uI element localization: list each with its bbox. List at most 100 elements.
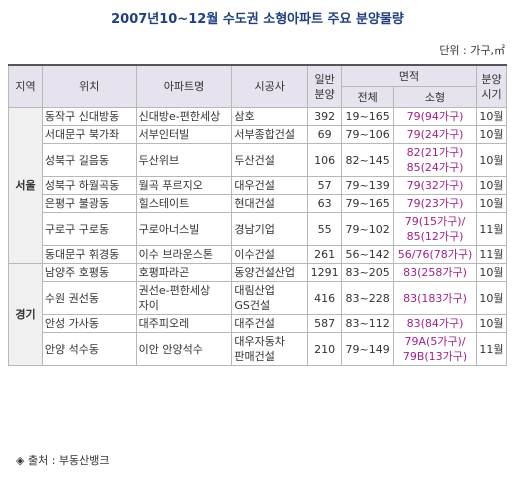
cell-line: 416 [314, 291, 336, 305]
table-cell: 55 [307, 212, 343, 246]
table-cell: 10월 [475, 281, 508, 315]
table-cell: 대주피오레 [135, 314, 233, 333]
cell-line: 이수건설 [234, 248, 275, 261]
cell-line: 10월 [479, 197, 504, 210]
cell-line: 구로구 구로동 [44, 222, 110, 236]
cell-line: 10월 [479, 128, 504, 141]
table-cell: 10월 [475, 194, 508, 213]
cell-line: GS건설 [234, 299, 271, 312]
table-cell: 210 [307, 332, 343, 366]
table-cell: 82(21가구) 85(24가구) [393, 143, 477, 177]
cell-line: 현대건설 [234, 197, 275, 210]
cell-line: 10월 [479, 317, 504, 330]
cell-line: 동양건설산업 [234, 266, 296, 279]
cell-line: 두산위브 [138, 153, 180, 167]
table-cell: 안성 가사동 [41, 314, 137, 333]
table-cell: 79(24가구) [393, 125, 477, 144]
region-cell: 경기 [8, 263, 43, 366]
table-cell: 현대건설 [231, 194, 309, 213]
cell-line: 79(23가구) [406, 197, 464, 210]
table-cell: 79(23가구) [393, 194, 477, 213]
table-cell: 79~102 [341, 212, 395, 246]
table-row: 수원 권선동 권선e-편한세상 자이 대림산업 GS건설 416 83~228 83(183가… [9, 281, 508, 315]
cell-line: 수원 권선동 [44, 291, 100, 305]
region-cell: 서울 [8, 107, 43, 264]
table-cell: 남양주 호평동 [41, 263, 137, 282]
table-cell: 83(258가구) [393, 263, 477, 282]
table-cell: 10월 [475, 314, 508, 333]
cell-line: 85(24가구) [406, 161, 464, 174]
table-cell: 서부종합건설 [231, 125, 309, 144]
table-cell: 호평파라곤 [135, 263, 233, 282]
table-cell: 10월 [475, 176, 508, 195]
table-cell: 79~165 [341, 194, 395, 213]
table-cell: 동대문구 휘경동 [41, 245, 137, 264]
table-cell: 11월 [475, 332, 508, 366]
table-cell: 은평구 불광동 [41, 194, 137, 213]
header-line: 분양 [314, 87, 335, 101]
cell-line: 10월 [479, 153, 504, 167]
table-cell: 10월 [475, 263, 508, 282]
table-cell: 성북구 하월곡동 [41, 176, 137, 195]
table-cell: 11월 [475, 212, 508, 246]
table-cell: 10월 [475, 125, 508, 144]
cell-line: 63 [317, 197, 332, 210]
cell-line: 85(12가구) [406, 230, 464, 243]
table-cell: 261 [307, 245, 343, 264]
cell-line: 삼호 [234, 110, 255, 123]
cell-line: 자이 [138, 299, 159, 312]
table-cell: 10월 [475, 107, 508, 126]
cell-line: 79A(5가구)/ [404, 335, 466, 348]
header-cell: 아파트명 [135, 64, 233, 108]
table-cell: 11월 [475, 245, 508, 264]
table-cell: 56/76(78가구) [393, 245, 477, 264]
cell-line: 성북구 하월곡동 [44, 179, 120, 192]
table-cell: 동양건설산업 [231, 263, 309, 282]
table-cell: 1291 [307, 263, 343, 282]
cell-line: 79~139 [345, 179, 390, 192]
table-cell: 63 [307, 194, 343, 213]
table-row: 안성 가사동 대주피오레 대주건설 587 83~112 83(84가구) 10월 [9, 314, 508, 333]
table-row: 은평구 불광동 힐스테이트 현대건설 63 79~165 79(23가구) 10월 [9, 194, 508, 213]
cell-line: 판매건설 [234, 350, 275, 363]
table-cell: 삼호 [231, 107, 309, 126]
cell-line: 106 [314, 153, 336, 167]
table-cell: 안양 석수동 [41, 332, 137, 366]
cell-line: 10월 [479, 179, 504, 192]
cell-line: 79(32가구) [406, 179, 464, 192]
source-note: ◈ 출처 : 부동산뱅크 [16, 454, 110, 467]
table-cell: 57 [307, 176, 343, 195]
cell-line: 83~228 [345, 291, 390, 305]
title: 2007년10~12월 수도권 소형아파트 주요 분양물량 [111, 12, 404, 27]
table-cell: 79(32가구) [393, 176, 477, 195]
table-cell: 두산위브 [135, 143, 233, 177]
cell-line: 대우건설 [234, 179, 275, 192]
supply-table: 지역 위치 아파트명 시공사 일반 분양 면적 분양 시기 전체 소형 서울 동작구 … [8, 64, 508, 366]
table-cell: 이안 안양석수 [135, 332, 233, 366]
header-cell: 소형 [393, 86, 477, 108]
cell-line: 은평구 불광동 [44, 197, 110, 210]
cell-line: 이안 안양석수 [138, 342, 203, 356]
table-cell: 82~145 [341, 143, 395, 177]
cell-line: 대주피오레 [138, 317, 190, 330]
header-cell: 시공사 [231, 64, 309, 108]
cell-line: 55 [317, 222, 332, 236]
cell-line: 83(183가구) [403, 291, 467, 305]
cell-line: 79~149 [345, 342, 390, 356]
table-cell: 19~165 [341, 107, 395, 126]
cell-line: 남양주 호평동 [44, 266, 110, 279]
cell-line: 대우자동차 [234, 335, 285, 348]
table-cell: 경남기업 [231, 212, 309, 246]
table-cell: 구로아너스빌 [135, 212, 233, 246]
table-cell: 83(84가구) [393, 314, 477, 333]
table-cell: 79~149 [341, 332, 395, 366]
table-cell: 대주건설 [231, 314, 309, 333]
cell-line: 서부종합건설 [234, 128, 296, 141]
table-row: 동대문구 휘경동 이수 브라운스톤 이수건설 261 56~142 56/76(78가구)… [9, 245, 508, 264]
cell-line: 83(84가구) [406, 317, 464, 330]
header-line: 일반 [314, 72, 335, 86]
cell-line: 서부인터빌 [138, 128, 190, 141]
table-cell: 10월 [475, 143, 508, 177]
table-cell: 83~228 [341, 281, 395, 315]
cell-line: 79~102 [345, 222, 390, 236]
